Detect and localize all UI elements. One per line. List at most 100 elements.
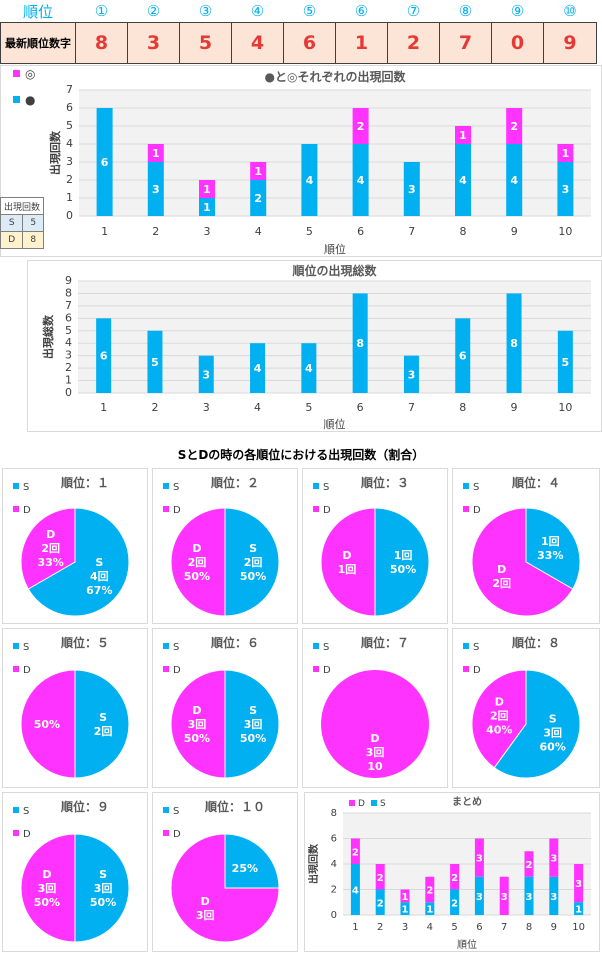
x-tick-label: 6 xyxy=(357,401,364,414)
y-tick-label: 6 xyxy=(331,834,337,845)
legend-marker xyxy=(163,483,169,489)
data-label: 1 xyxy=(562,147,570,160)
bar xyxy=(474,876,484,915)
x-tick-label: 8 xyxy=(460,225,467,238)
bar xyxy=(400,889,410,903)
legend-marker xyxy=(313,666,319,672)
chart-svg: 0 2 4 6 8 4 2 1 1 2 3 3 3 1 2 2 1 2 2 3 3 2 3 3 1 2 3 4 5 6 7 8 9 10 まとめ順位… xyxy=(307,796,591,951)
legend-marker xyxy=(163,506,169,512)
pie-panel: 順位：４ S D 1回 33% D 2回 xyxy=(452,468,600,624)
legend-label: S xyxy=(473,642,479,653)
bar xyxy=(147,162,164,216)
legend-label: S xyxy=(380,799,386,809)
bar xyxy=(506,144,523,216)
x-tick-label: 2 xyxy=(152,225,159,238)
pie-title: 順位：８ xyxy=(511,635,560,650)
pie-label: 1回 xyxy=(394,548,413,562)
legend-label: S xyxy=(473,482,479,493)
legend-label: S xyxy=(323,642,329,653)
x-tick-label: 4 xyxy=(255,225,262,238)
pie-label: D xyxy=(192,704,201,717)
bar xyxy=(425,876,435,903)
bar xyxy=(455,318,471,393)
legend-marker xyxy=(463,483,469,489)
rank-mark: ⑤ xyxy=(302,2,317,20)
bar xyxy=(574,864,584,903)
legend-label: ◎ xyxy=(25,67,35,81)
pie-label: 33% xyxy=(537,549,563,562)
pie-panel: 順位：６ S D S 3回 50% D 3回 50% xyxy=(152,628,298,788)
bar xyxy=(350,864,360,915)
legend-marker xyxy=(13,830,19,836)
y-tick-label: 4 xyxy=(66,137,73,150)
bar xyxy=(455,144,471,216)
pie-title: 順位：２ xyxy=(210,475,259,490)
data-label: 6 xyxy=(100,350,108,363)
pie-label: 33% xyxy=(38,556,64,569)
rank-mark: ⑩ xyxy=(563,2,577,20)
latest-digit: 0 xyxy=(491,22,544,64)
data-label: 6 xyxy=(101,156,109,169)
latest-digit: 5 xyxy=(179,22,232,64)
legend-marker xyxy=(163,666,169,672)
data-label: 3 xyxy=(152,183,160,196)
data-label: 2 xyxy=(426,886,433,897)
pie-label: 2回 xyxy=(244,555,263,569)
y-tick-label: 8 xyxy=(331,808,337,819)
legend-label: D xyxy=(473,505,481,516)
legend-marker xyxy=(13,666,19,672)
data-label: 2 xyxy=(451,873,458,884)
legend-marker xyxy=(13,643,19,649)
y-tick-label: 3 xyxy=(65,349,72,362)
data-label: 4 xyxy=(254,362,262,375)
pie-label: 4回 xyxy=(90,569,109,583)
pie-label: 40% xyxy=(486,723,512,736)
y-axis-title: 出現回数 xyxy=(307,843,320,884)
pie-slice xyxy=(74,833,130,943)
pie-label: 3回 xyxy=(188,717,207,731)
data-label: 4 xyxy=(510,174,518,187)
x-tick-label: 4 xyxy=(254,401,261,414)
pie-slice xyxy=(471,507,574,617)
pie-label: D xyxy=(497,563,506,576)
legend-marker xyxy=(163,643,169,649)
pie-label: 1回 xyxy=(338,562,357,576)
x-tick-label: 2 xyxy=(151,401,158,414)
bar xyxy=(352,144,369,216)
pie-label: 50% xyxy=(390,563,416,576)
data-label: 3 xyxy=(408,368,416,381)
legend-label: D xyxy=(473,665,481,676)
x-tick-label: 10 xyxy=(558,225,572,238)
legend-label: D xyxy=(173,665,181,676)
latest-digit: 6 xyxy=(283,22,336,64)
pie-slice xyxy=(224,669,280,779)
x-axis-title: 順位 xyxy=(457,938,477,951)
pie-label: 3回 xyxy=(38,881,57,895)
data-label: 1 xyxy=(254,165,262,178)
data-label: 1 xyxy=(426,905,433,916)
rank-mark: ⑨ xyxy=(510,2,525,20)
bar xyxy=(250,180,267,216)
bar xyxy=(400,902,410,915)
count-table-value: 5 xyxy=(22,214,45,232)
y-tick-label: 1 xyxy=(66,191,73,204)
bar xyxy=(403,355,419,393)
pie-slice xyxy=(525,507,581,590)
pie-slice xyxy=(224,833,280,889)
data-label: 1 xyxy=(402,905,409,916)
x-axis-title: 順位 xyxy=(324,242,346,256)
x-tick-label: 4 xyxy=(427,922,433,933)
x-tick-label: 9 xyxy=(511,225,518,238)
pie-label: 2回 xyxy=(490,708,509,722)
bar xyxy=(506,293,522,393)
pie-slice xyxy=(321,670,429,778)
rank-mark: ② xyxy=(146,2,161,20)
pie-panel: 順位：５ S D S 2回 50% xyxy=(2,628,148,788)
plot-area xyxy=(79,90,591,216)
